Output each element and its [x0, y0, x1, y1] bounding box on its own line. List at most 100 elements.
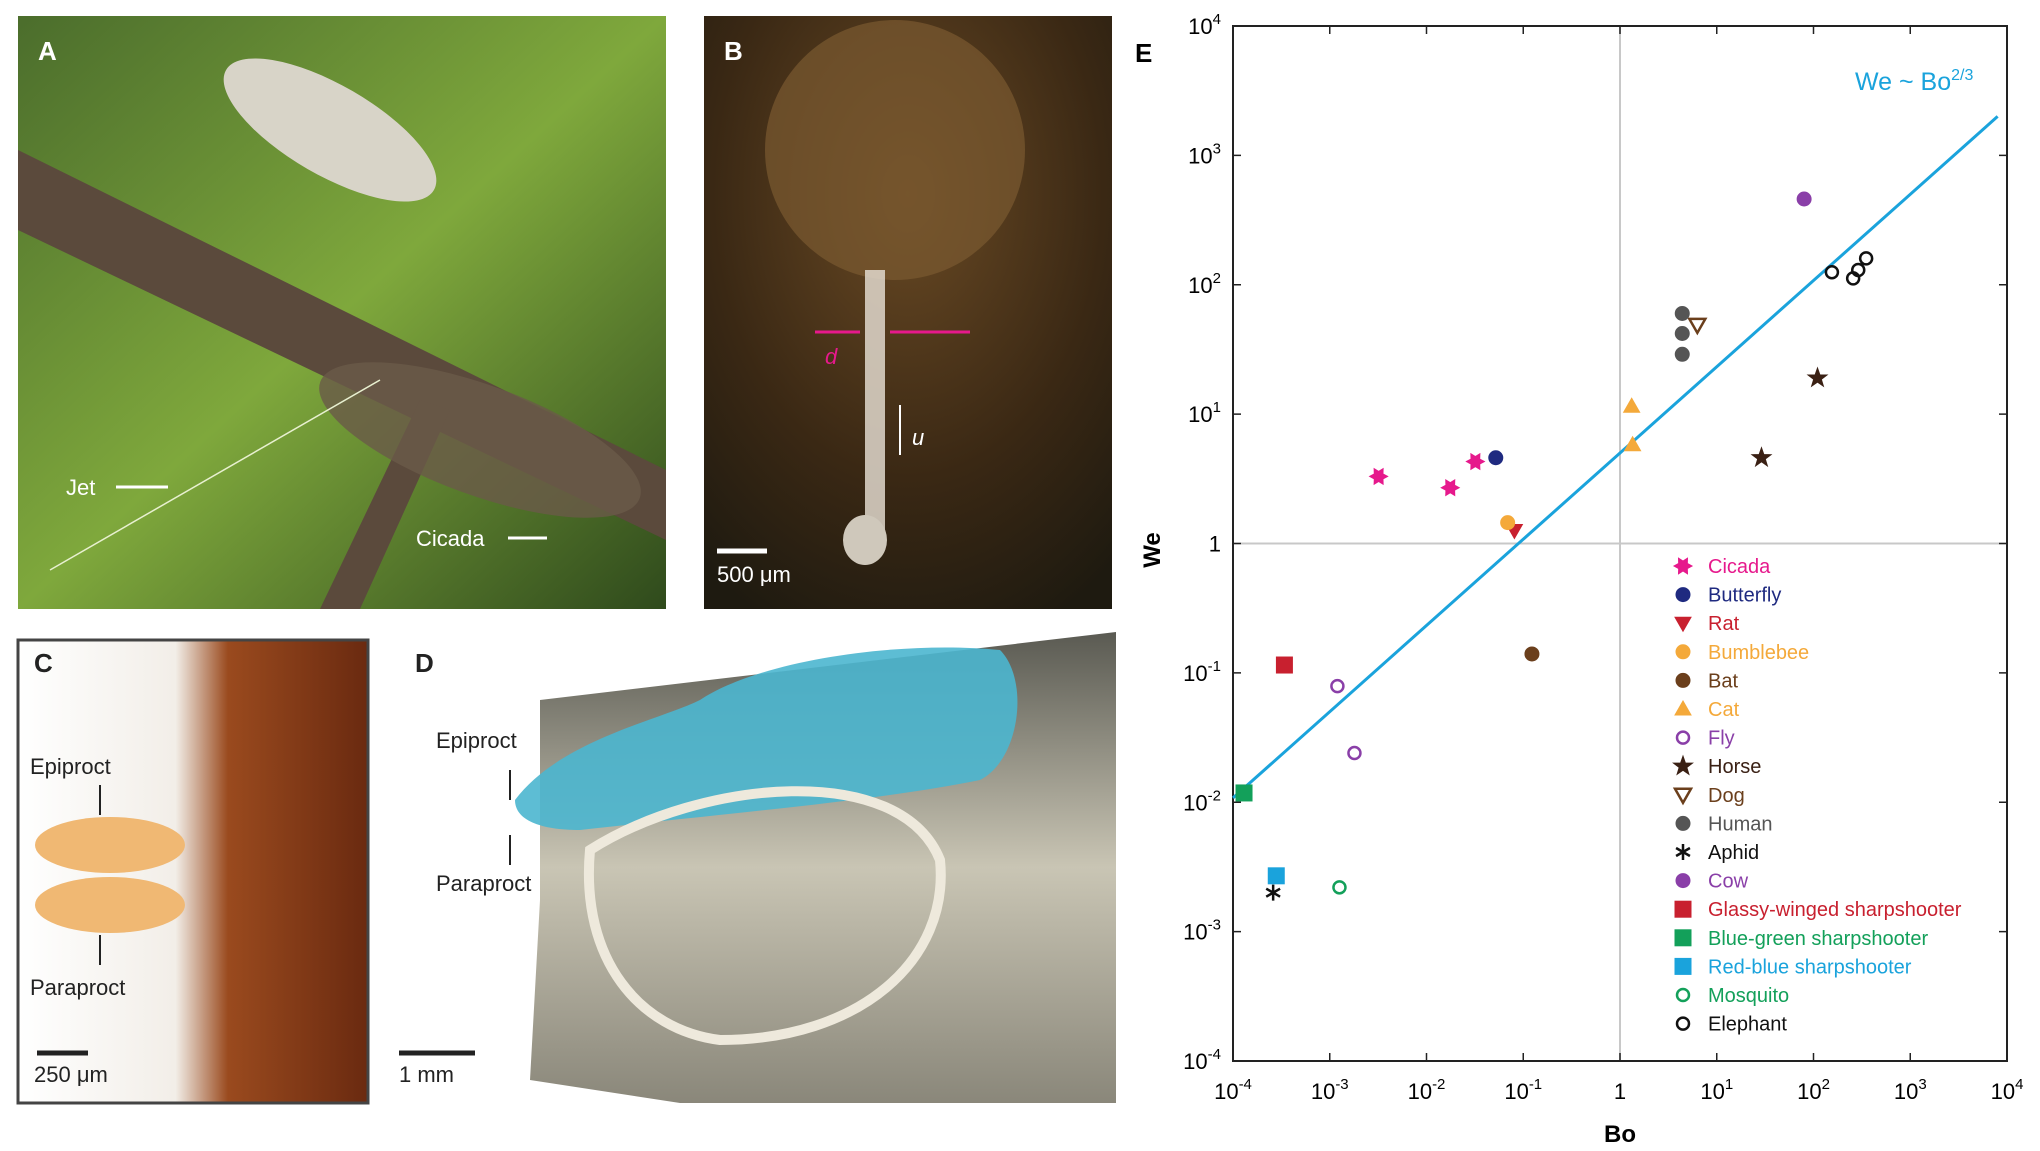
marker [1235, 784, 1253, 802]
marker [1622, 397, 1641, 413]
tick-base: 10 [1183, 661, 1207, 686]
scale-label: 1 mm [399, 1062, 454, 1087]
legend-marker [1675, 1016, 1691, 1031]
marker [1687, 317, 1708, 336]
tick-label: 10-3 [1183, 917, 1221, 945]
marker [1265, 884, 1281, 901]
legend-marker [1675, 873, 1691, 889]
tick-exponent: -3 [1208, 917, 1221, 934]
panel-e: E We Bo 10-4 10-3 10-2 10-1 1 101 102 103 10410-… [1135, 11, 2023, 1148]
marker [1275, 656, 1293, 674]
fit-label: We ~ Bo2/3 [1855, 67, 1973, 96]
panel-label: B [724, 36, 743, 66]
tick-exponent: 2 [1822, 1076, 1830, 1093]
fit-label-part: 2/3 [1951, 67, 1973, 84]
tick-base: 10 [1188, 273, 1212, 298]
legend-label: Cat [1708, 699, 1740, 721]
tick-base: 10 [1188, 14, 1212, 39]
tick-exponent: -1 [1529, 1076, 1542, 1093]
tick-exponent: -3 [1335, 1076, 1348, 1093]
marker [1332, 880, 1347, 895]
x-axis-label: Bo [1604, 1121, 1636, 1148]
tick-base: 10 [1797, 1079, 1821, 1104]
legend-marker [1672, 557, 1694, 575]
tick-label: 10-3 [1311, 1076, 1349, 1104]
marker [1674, 325, 1690, 341]
legend-label: Blue-green sharpshooter [1708, 928, 1928, 950]
tick-exponent: 1 [1725, 1076, 1733, 1093]
legend-marker [1672, 787, 1694, 806]
legend-marker [1675, 987, 1691, 1003]
tick-exponent: 1 [1213, 399, 1221, 416]
legend-label: Bat [1708, 670, 1738, 692]
photo [16, 638, 370, 1105]
legend-label: Aphid [1708, 842, 1759, 864]
panel-c: C Epiproct Paraproct 250 μm [16, 638, 370, 1105]
legend-label: Human [1708, 813, 1772, 835]
legend-label: Mosquito [1708, 985, 1789, 1007]
legend-marker [1674, 699, 1692, 716]
legend-marker [1672, 754, 1694, 776]
legend-label: Fly [1708, 728, 1735, 750]
marker [1500, 515, 1516, 531]
marker [1524, 646, 1540, 662]
tick-exponent: 2 [1213, 270, 1221, 287]
tick-label: 10-2 [1183, 787, 1221, 815]
epiproct-highlight [515, 647, 1018, 830]
marker [1330, 678, 1345, 694]
plot-frame [1232, 25, 2008, 1062]
tick-label: 1 [1614, 1079, 1626, 1104]
legend-marker [1675, 672, 1691, 688]
marker [1750, 446, 1773, 468]
tick-base: 10 [1188, 402, 1212, 427]
marker [1806, 366, 1829, 388]
scale-label: 500 μm [717, 562, 791, 587]
tick-base: 10 [1183, 790, 1207, 815]
paraproct [583, 786, 946, 1046]
legend-label: Red-blue sharpshooter [1708, 956, 1912, 978]
marker [1850, 262, 1866, 278]
legend-marker [1674, 929, 1692, 947]
tick-exponent: 3 [1213, 140, 1221, 157]
marker [1267, 867, 1285, 885]
legend-marker [1675, 644, 1691, 660]
cicada [223, 58, 437, 202]
legend-label: Dog [1708, 785, 1745, 807]
legend-marker [1675, 815, 1691, 831]
tick-label: 104 [1188, 11, 1221, 39]
scale-label: 250 μm [34, 1062, 108, 1087]
tick-exponent: 4 [2015, 1076, 2023, 1093]
tick-base: 10 [1408, 1079, 1432, 1104]
tick-base: 10 [1504, 1079, 1528, 1104]
marker [1368, 467, 1389, 486]
legend-marker [1674, 900, 1692, 918]
annotation: Cicada [416, 526, 485, 551]
tick-base: 10 [1183, 920, 1207, 945]
panel-label: E [1135, 38, 1152, 68]
legend-marker [1674, 616, 1692, 633]
fit-label-part: We ~ Bo [1855, 68, 1951, 96]
marker [1674, 346, 1690, 362]
panel-label: A [38, 36, 57, 66]
panel-b: d u 500 μm B [704, 16, 1112, 609]
annotation: Epiproct [436, 728, 517, 753]
marker [1674, 305, 1690, 321]
droplet [843, 515, 887, 565]
marker [1440, 478, 1461, 497]
annotation: Epiproct [30, 754, 111, 779]
tick-exponent: -2 [1432, 1076, 1445, 1093]
tick-label: 10-4 [1214, 1076, 1252, 1104]
panel-a: A Jet Cicada [18, 16, 666, 609]
tick-label: 102 [1797, 1076, 1830, 1104]
tick-label: 10-1 [1183, 658, 1221, 686]
tick-exponent: 3 [1918, 1076, 1926, 1093]
marker [1347, 745, 1362, 761]
legend-marker [1674, 957, 1692, 975]
marker [1796, 191, 1812, 207]
annotation: d [825, 344, 838, 369]
legend-label: Butterfly [1708, 585, 1781, 607]
tick-label: 104 [1991, 1076, 2024, 1104]
tick-base: 10 [1214, 1079, 1238, 1104]
